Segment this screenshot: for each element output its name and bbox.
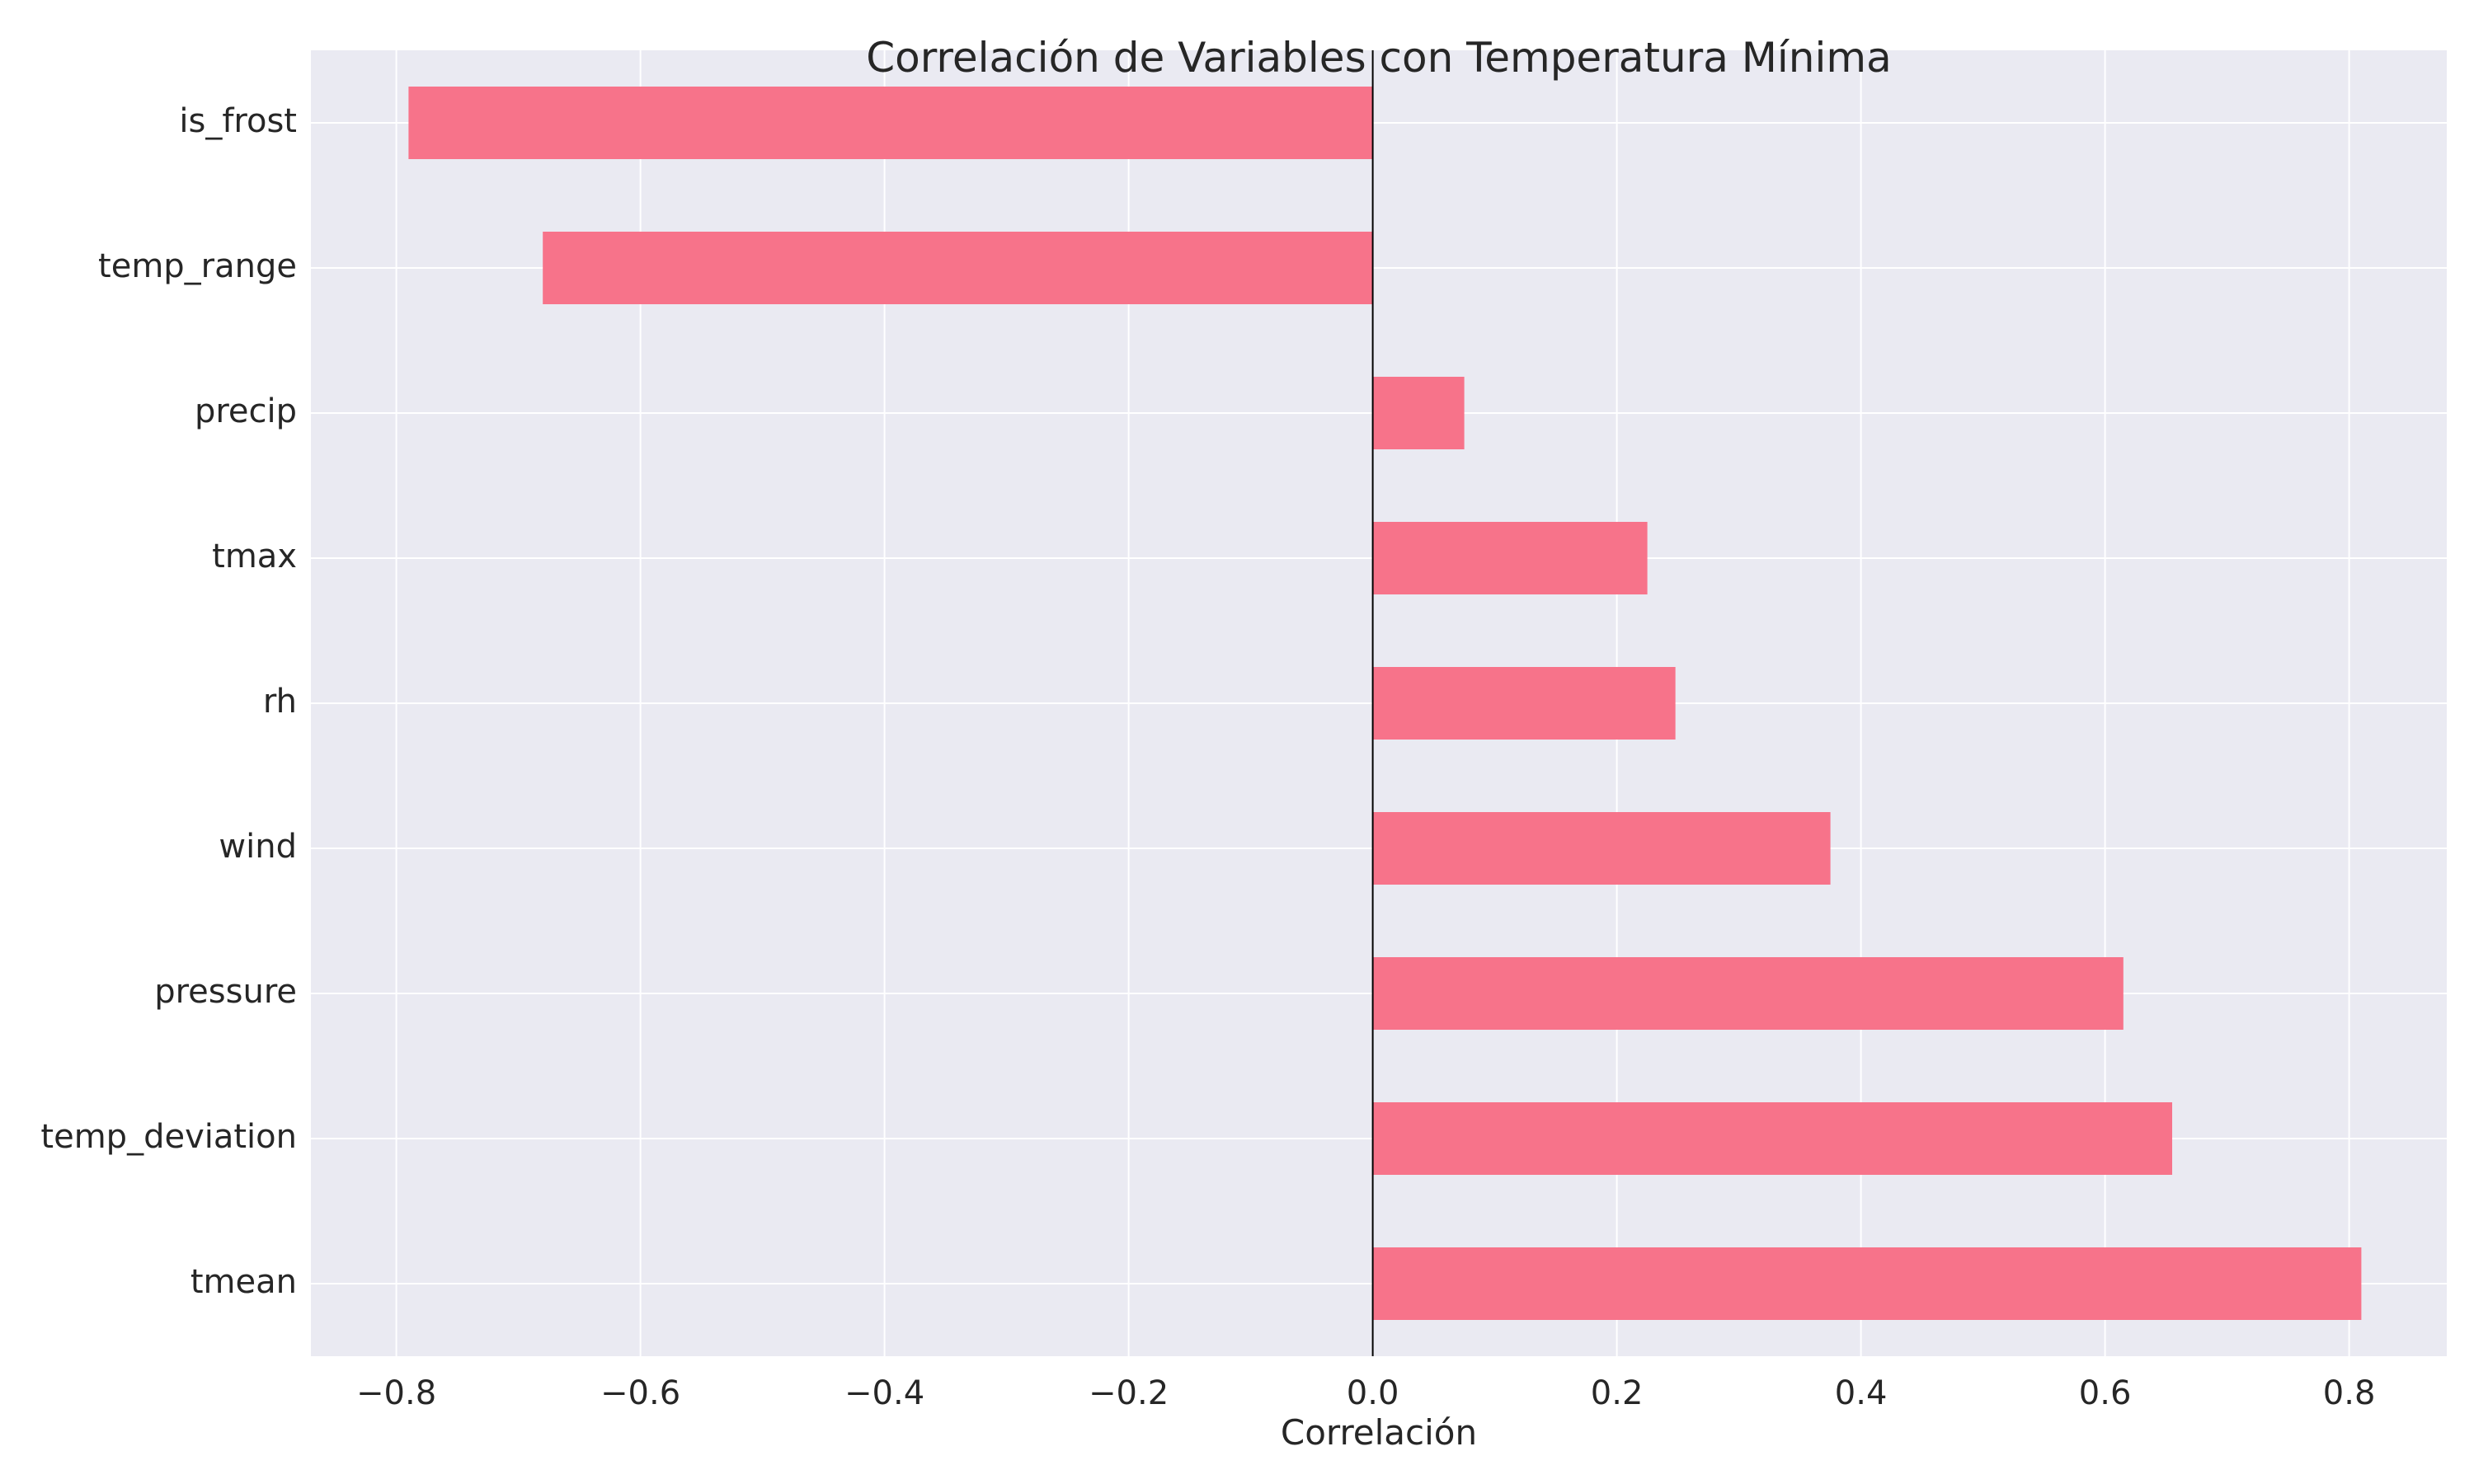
x-tick-label: −0.6: [600, 1374, 680, 1412]
y-tick-label: temp_range: [98, 247, 297, 285]
bar-is-frost: [408, 87, 1373, 159]
x-axis-label: Correlación: [1281, 1412, 1477, 1453]
y-tick-label: precip: [195, 392, 297, 430]
y-tick-label: wind: [219, 828, 297, 866]
y-tick-label: tmax: [212, 538, 297, 575]
x-tick-label: 0.4: [1835, 1374, 1888, 1412]
x-tick-label: −0.8: [356, 1374, 436, 1412]
chart-title: Correlación de Variables con Temperatura…: [866, 34, 1891, 82]
bar-rh: [1372, 667, 1676, 740]
bar-temp-range: [543, 232, 1373, 304]
bar-precip: [1372, 377, 1465, 449]
x-tick-label: 0.2: [1591, 1374, 1644, 1412]
bars-group: [408, 87, 2362, 1320]
y-tick-label: temp_deviation: [40, 1118, 297, 1156]
y-tick-label: tmean: [190, 1263, 297, 1301]
y-tick-label: is_frost: [179, 102, 297, 140]
x-tick-label: 0.8: [2323, 1374, 2376, 1412]
bar-temp-deviation: [1372, 1102, 2172, 1175]
x-tick-label: 0.6: [2079, 1374, 2132, 1412]
bar-tmax: [1372, 522, 1648, 594]
y-tick-label: pressure: [154, 973, 297, 1011]
x-tick-label: −0.4: [844, 1374, 924, 1412]
bar-pressure: [1372, 957, 2124, 1030]
bar-wind: [1372, 812, 1831, 885]
x-tick-label: −0.2: [1089, 1374, 1169, 1412]
x-axis-tick-labels: −0.8 −0.6 −0.4 −0.2 0.0 0.2 0.4 0.6 0.8: [356, 1374, 2375, 1412]
x-tick-label: 0.0: [1347, 1374, 1399, 1412]
y-tick-label: rh: [263, 683, 297, 721]
bar-tmean: [1372, 1247, 2362, 1320]
